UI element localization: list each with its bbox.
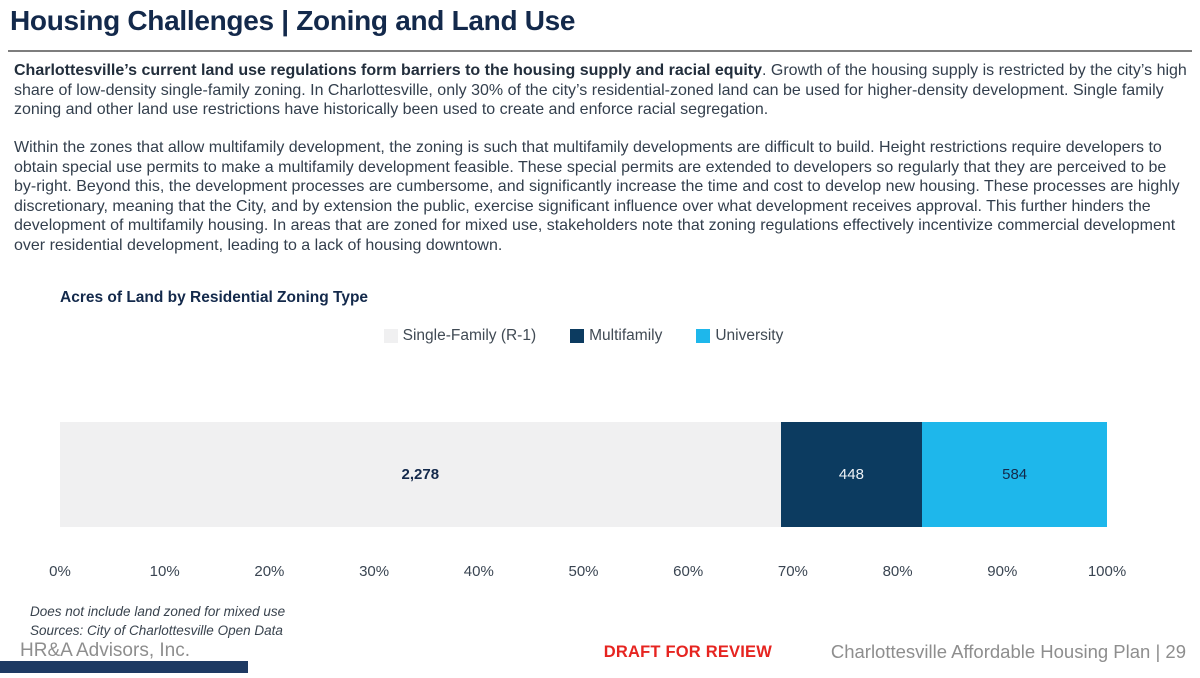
- title-divider: [8, 50, 1192, 52]
- x-axis-tick-40: 40%: [463, 563, 494, 580]
- chart-source: Sources: City of Charlottesville Open Da…: [30, 623, 283, 638]
- x-axis-tick-80: 80%: [882, 563, 913, 580]
- bar-segment-single-family-r-1: 2,278: [60, 422, 781, 527]
- legend-swatch-single-family-r-1: [383, 329, 398, 343]
- bar-segment-multifamily: 448: [780, 422, 923, 527]
- x-axis-tick-90: 90%: [987, 563, 1018, 580]
- bar-value-label-single-family-r-1: 2,278: [401, 466, 440, 483]
- x-axis-tick-10: 10%: [149, 563, 180, 580]
- legend-label: Single-Family (R-1): [402, 327, 537, 344]
- bar-value-label-university: 584: [1002, 466, 1028, 483]
- stacked-bar: 2,278 448 584: [60, 422, 1107, 527]
- x-axis-tick-70: 70%: [777, 563, 808, 580]
- legend-label: University: [715, 327, 784, 344]
- bar-value-label-multifamily: 448: [838, 466, 864, 483]
- footer-plan-title: Charlottesville Affordable Housing Plan …: [830, 641, 1186, 662]
- x-axis: 0% 10% 20% 30% 40% 50% 60% 70% 80% 90% 100%: [49, 563, 1126, 585]
- x-axis-tick-0: 0%: [49, 563, 71, 580]
- x-axis-tick-50: 50%: [568, 563, 599, 580]
- x-axis-tick-60: 60%: [673, 563, 704, 580]
- intro-paragraph-rest: . Growth of the housing supply is restri…: [14, 62, 1187, 118]
- x-axis-tick-100: 100%: [1087, 563, 1127, 580]
- chart-title: Acres of Land by Residential Zoning Type: [60, 289, 369, 306]
- chart-footnote: Does not include land zoned for mixed us…: [30, 604, 286, 619]
- x-axis-tick-20: 20%: [254, 563, 285, 580]
- draft-watermark: DRAFT FOR REVIEW: [603, 643, 772, 661]
- intro-paragraph-bold-lead: Charlottesville’s current land use regul…: [14, 62, 763, 79]
- company-name: HR&A Advisors, Inc.: [20, 640, 191, 661]
- legend-swatch-university: [696, 329, 711, 343]
- intro-paragraph: Charlottesville’s current land use regul…: [14, 61, 1190, 120]
- legend-item-single-family-r-1: Single-Family (R-1): [383, 327, 537, 345]
- legend-label: Multifamily: [589, 327, 663, 344]
- detail-paragraph: Within the zones that allow multifamily …: [14, 139, 1180, 254]
- x-axis-tick-30: 30%: [359, 563, 390, 580]
- legend-swatch-multifamily: [570, 329, 585, 343]
- chart-legend: Single-Family (R-1) Multifamily University: [60, 327, 1107, 345]
- page-title: Housing Challenges | Zoning and Land Use: [10, 5, 576, 36]
- legend-item-university: University: [696, 327, 783, 345]
- legend-item-multifamily: Multifamily: [570, 327, 662, 345]
- bar-segment-university: 584: [922, 422, 1107, 527]
- footer-accent-bar: [0, 661, 248, 673]
